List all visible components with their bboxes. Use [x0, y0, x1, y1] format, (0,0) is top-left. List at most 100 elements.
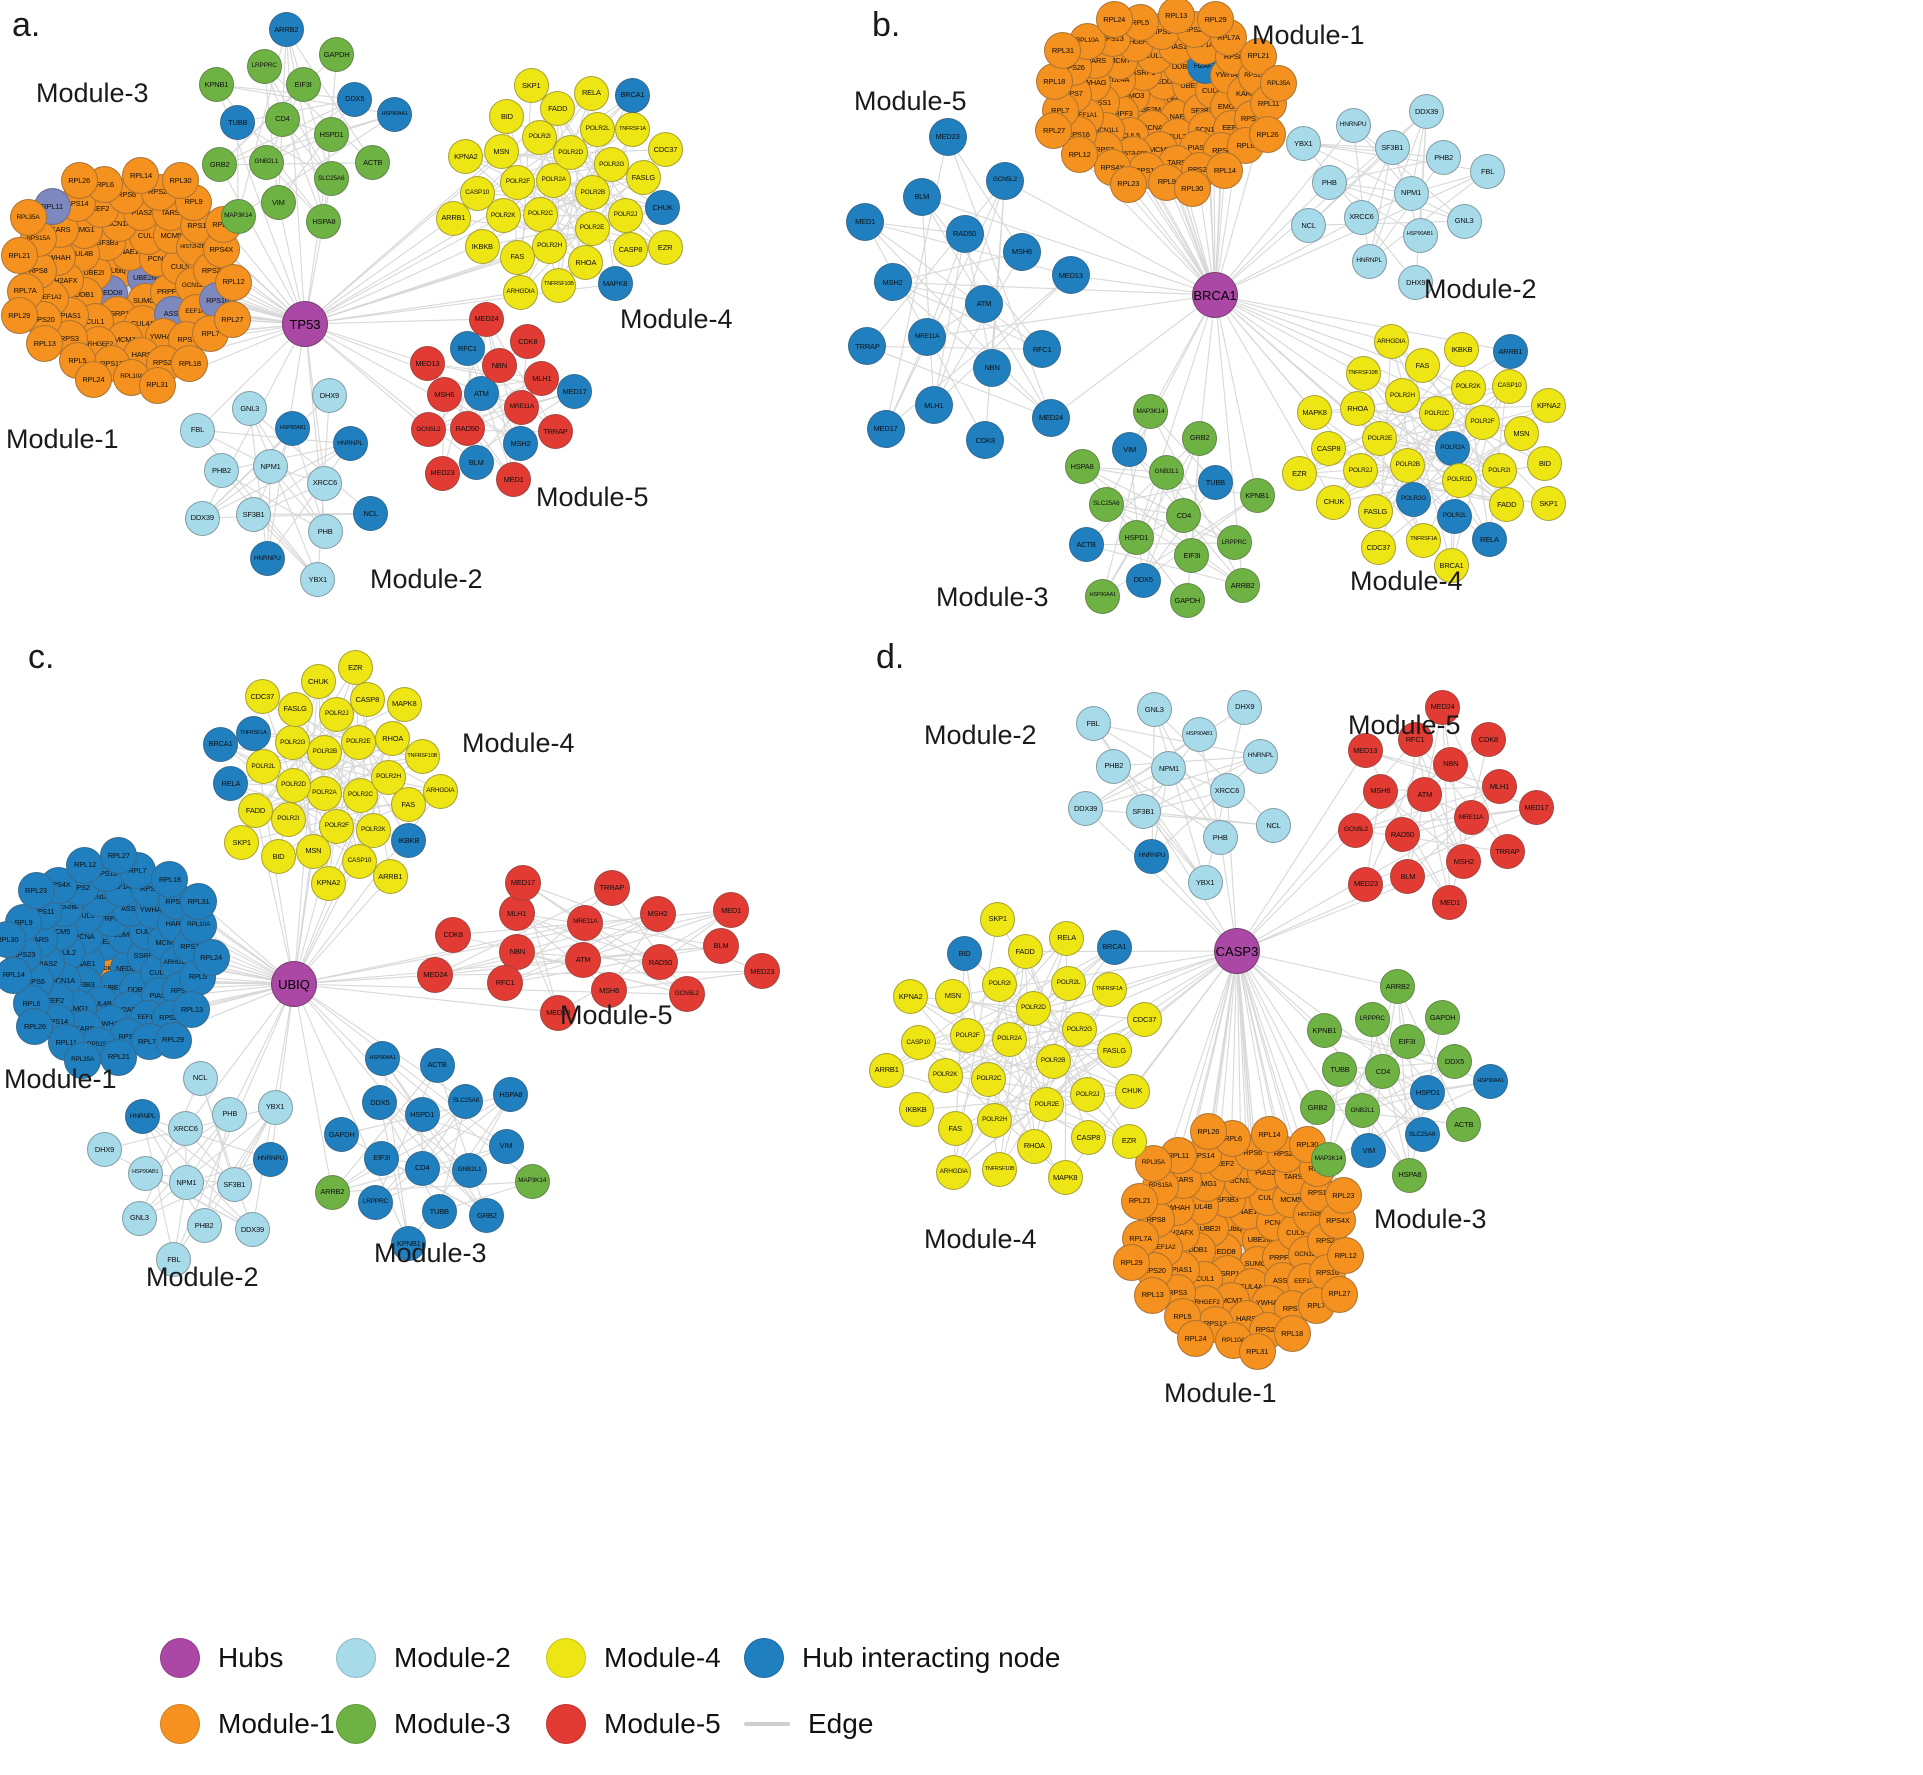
gene-node-POLR2E: POLR2E — [574, 210, 610, 246]
gene-node-CASP8: CASP8 — [612, 232, 648, 268]
gene-node-ARRB2: ARRB2 — [1225, 567, 1261, 603]
gene-node-MRE11A: MRE11A — [504, 389, 540, 425]
gene-node-XRCC6: XRCC6 — [1343, 199, 1379, 235]
edge — [1214, 124, 1354, 296]
module-label-d-module-1: Module-1 — [1164, 1378, 1277, 1408]
edge — [944, 950, 1238, 1076]
module-label-d-module-4: Module-4 — [924, 1224, 1037, 1254]
edge — [1085, 437, 1201, 546]
gene-node-GNL3: GNL3 — [1136, 692, 1172, 728]
gene-node-FADD: FADD — [1489, 487, 1525, 523]
gene-node-POLR2E: POLR2E — [340, 725, 376, 761]
edge — [293, 790, 441, 985]
edge — [1317, 1107, 1464, 1126]
edge — [1303, 142, 1465, 222]
gene-node-GNB2L1: GNB2L1 — [1344, 1093, 1380, 1129]
gene-node-FAS: FAS — [937, 1111, 973, 1147]
gene-node-RPL14: RPL14 — [122, 157, 160, 195]
gene-node-SKP1: SKP1 — [1531, 486, 1567, 522]
gene-node-TNFRSF1A: TNFRSF1A — [235, 716, 271, 752]
gene-node-POLR2I: POLR2I — [522, 119, 558, 155]
edge — [293, 876, 391, 985]
gene-node-RPL18: RPL18 — [171, 344, 209, 382]
edge — [983, 303, 1052, 419]
edge — [1214, 216, 1362, 296]
edge — [1442, 706, 1508, 853]
gene-node-DDX5: DDX5 — [1125, 562, 1161, 598]
gene-node-ACTB: ACTB — [419, 1047, 455, 1083]
edge — [203, 1106, 276, 1227]
gene-node-MSH6: MSH6 — [1362, 773, 1398, 809]
edge — [557, 108, 626, 216]
gene-node-RPL31: RPL31 — [1238, 1333, 1276, 1371]
edge — [1236, 950, 1398, 988]
edge — [219, 162, 373, 166]
gene-node-DHX9: DHX9 — [1227, 689, 1263, 725]
gene-node-RPL24: RPL24 — [1095, 0, 1133, 38]
gene-node-XRCC6: XRCC6 — [168, 1110, 204, 1146]
edge — [1153, 709, 1221, 838]
edge — [1214, 294, 1258, 497]
edge — [1214, 171, 1488, 296]
gene-node-PHB2: PHB2 — [203, 453, 239, 489]
gene-node-MSH2: MSH2 — [639, 895, 676, 932]
gene-node-POLR2K: POLR2K — [355, 812, 391, 848]
gene-node-RHOA: RHOA — [1016, 1128, 1052, 1164]
gene-node-POLR2C: POLR2C — [1419, 396, 1455, 432]
edge — [927, 294, 1216, 338]
gene-node-MLH1: MLH1 — [498, 895, 535, 932]
gene-node-IKBKB: IKBKB — [898, 1092, 934, 1128]
hub-node-CASP3: CASP3 — [1214, 928, 1260, 974]
gene-node-RPL24: RPL24 — [74, 361, 112, 399]
edge — [1142, 755, 1261, 813]
edge — [1308, 147, 1393, 226]
module-label-d-module-5: Module-5 — [1348, 710, 1461, 740]
gene-node-CDK8: CDK8 — [435, 916, 472, 953]
edge — [379, 1102, 410, 1245]
gene-node-RELA: RELA — [1471, 521, 1507, 557]
gene-node-HSP90AA1: HSP90AA1 — [377, 96, 413, 132]
gene-node-GCN5L2: GCN5L2 — [410, 412, 446, 448]
gene-node-POLR2L: POLR2L — [1050, 966, 1086, 1002]
gene-node-RAD50: RAD50 — [1384, 817, 1420, 853]
gene-node-PHB2: PHB2 — [1096, 748, 1132, 784]
gene-node-CASP10: CASP10 — [1492, 368, 1528, 404]
gene-node-HNRNPU: HNRNPU — [249, 541, 285, 577]
edge — [921, 196, 935, 406]
edge — [947, 136, 1023, 253]
gene-node-POLR2D: POLR2D — [276, 767, 311, 803]
gene-node-NCL: NCL — [1291, 207, 1327, 243]
module-label-a-module-5: Module-5 — [536, 482, 649, 512]
edge — [933, 275, 1072, 406]
edge — [947, 136, 1052, 418]
gene-node-GRB2: GRB2 — [1299, 1090, 1335, 1126]
gene-node-RAD50: RAD50 — [449, 411, 485, 447]
edge — [1081, 466, 1235, 544]
edge — [1308, 220, 1465, 226]
edge — [1142, 495, 1258, 581]
edge — [1085, 808, 1274, 827]
gene-node-RPL14: RPL14 — [1206, 151, 1244, 189]
gene-node-FBL: FBL — [1075, 706, 1111, 742]
edge — [516, 912, 722, 947]
gene-node-POLR2G: POLR2G — [1061, 1012, 1097, 1048]
gene-node-NPM1: NPM1 — [253, 449, 289, 485]
edge — [332, 1094, 512, 1193]
gene-node-PHB: PHB — [212, 1096, 248, 1132]
panel-label-c: c. — [28, 638, 55, 676]
edge — [220, 470, 319, 580]
panel-label-a: a. — [12, 6, 41, 44]
gene-node-MED17: MED17 — [504, 864, 541, 901]
edge — [1236, 950, 1270, 1135]
edge — [1226, 790, 1238, 952]
gene-node-RHOA: RHOA — [1340, 391, 1376, 427]
gene-node-HSP90AA1: HSP90AA1 — [1473, 1063, 1509, 1099]
edge — [1414, 739, 1508, 853]
gene-node-CDC37: CDC37 — [1360, 530, 1396, 566]
gene-node-RPL13: RPL13 — [1157, 0, 1195, 34]
gene-node-EIF3I: EIF3I — [364, 1140, 400, 1176]
edge — [1407, 786, 1500, 878]
edge — [864, 221, 1043, 350]
module-label-a-module-1: Module-1 — [6, 424, 119, 454]
edge — [435, 887, 613, 976]
